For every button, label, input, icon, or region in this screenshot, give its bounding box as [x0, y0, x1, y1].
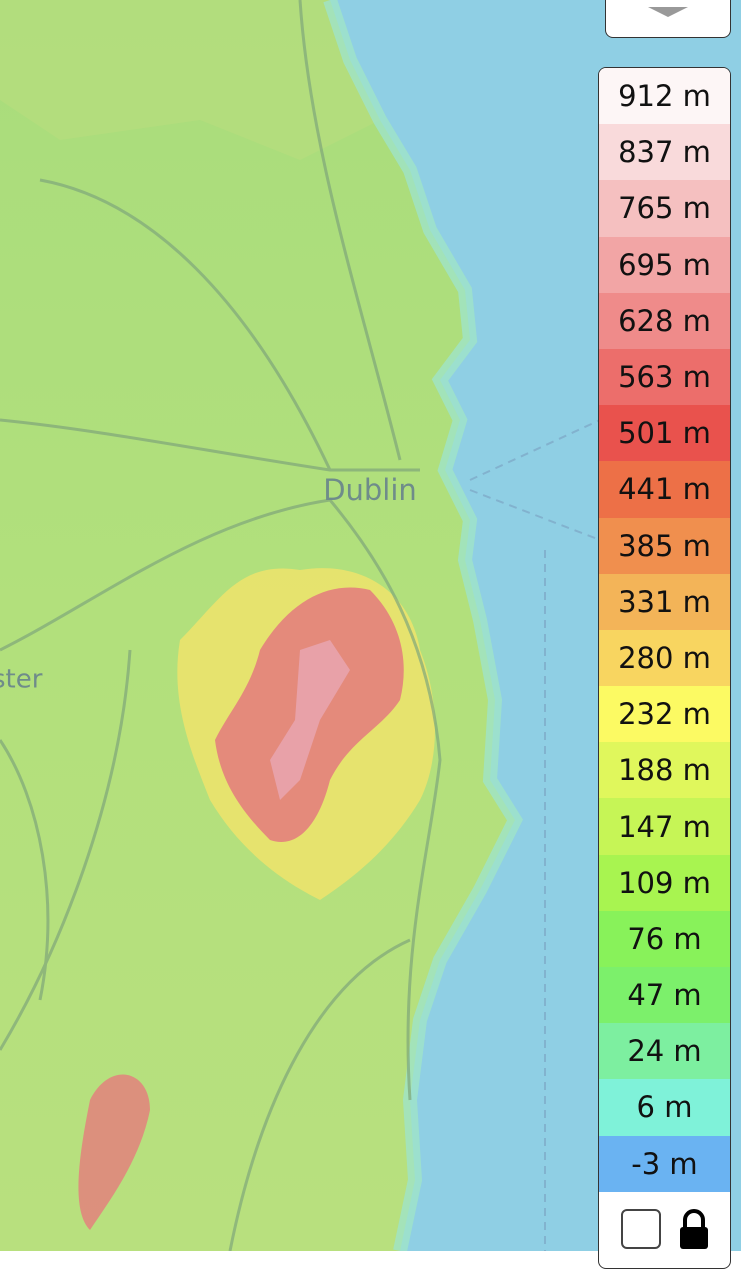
- legend-item: 6 m: [599, 1079, 730, 1136]
- legend-item: 765 m: [599, 180, 730, 237]
- mountains-south: [78, 1074, 150, 1230]
- lock-icon[interactable]: [677, 1207, 711, 1251]
- legend-item: 47 m: [599, 967, 730, 1024]
- legend-item: -3 m: [599, 1135, 730, 1192]
- legend: 912 m 837 m 765 m 695 m 628 m 563 m 501 m 441 m…: [598, 67, 731, 1269]
- ferry-routes: [469, 419, 601, 1251]
- peaks: [270, 640, 350, 800]
- legend-item: 188 m: [599, 742, 730, 799]
- legend-item: 628 m: [599, 292, 730, 349]
- land-tint: [0, 0, 380, 160]
- coastline: [323, 0, 524, 1251]
- legend-item: 76 m: [599, 910, 730, 967]
- legend-item: 912 m: [599, 68, 730, 125]
- legend-item: 441 m: [599, 461, 730, 518]
- legend-controls: [599, 1193, 730, 1263]
- legend-item: 331 m: [599, 573, 730, 630]
- legend-item: 501 m: [599, 405, 730, 462]
- map-label: ster: [0, 665, 43, 695]
- layer-button[interactable]: [605, 0, 731, 38]
- legend-item: 147 m: [599, 798, 730, 855]
- legend-item: 385 m: [599, 517, 730, 574]
- roads: [0, 0, 442, 1251]
- legend-item: 24 m: [599, 1023, 730, 1080]
- legend-item: 563 m: [599, 348, 730, 406]
- checkbox[interactable]: [621, 1209, 661, 1249]
- legend-item: 232 m: [599, 686, 730, 743]
- map-label: Dublin: [323, 473, 417, 507]
- legend-item: 280 m: [599, 629, 730, 687]
- legend-item: 695 m: [599, 236, 730, 293]
- chevron-icon: [648, 7, 688, 17]
- legend-rows: 912 m 837 m 765 m 695 m 628 m 563 m 501 m 441 m…: [599, 68, 730, 1192]
- legend-item: 109 m: [599, 854, 730, 911]
- legend-item: 837 m: [599, 124, 730, 181]
